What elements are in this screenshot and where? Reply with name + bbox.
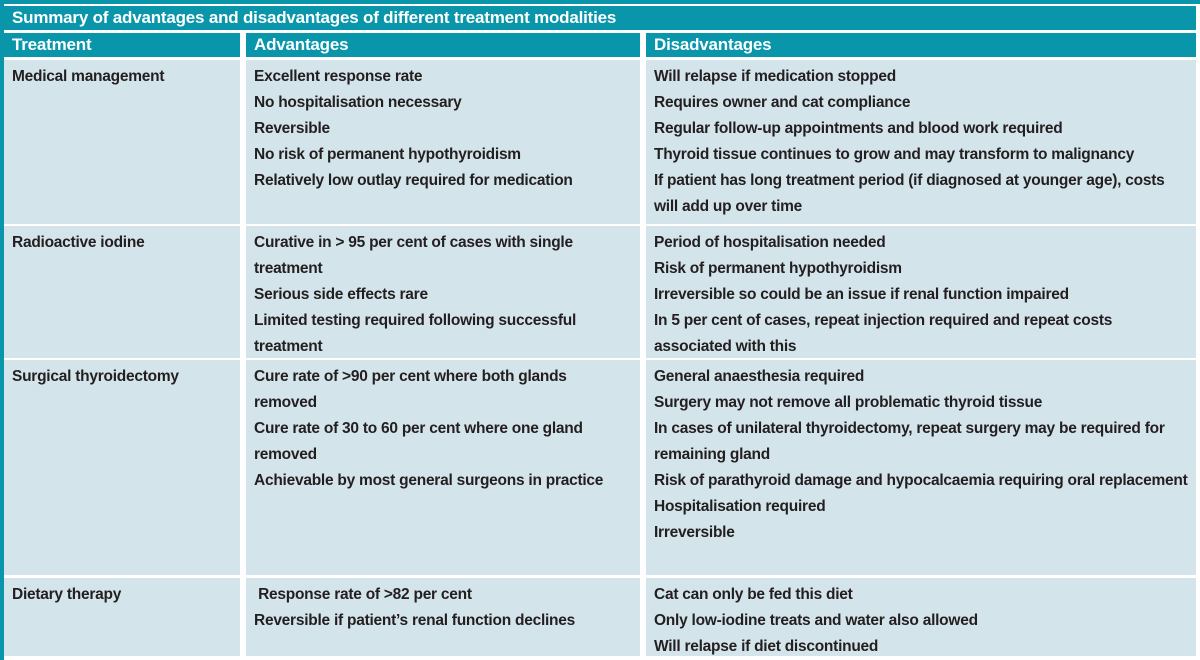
cell-line: Risk of parathyroid damage and hypocalca… [654,472,1188,489]
cell-line: Reversible if patient’s renal function d… [254,612,576,629]
cell-line: Hospitalisation required [654,498,826,515]
cell-line: No risk of permanent hypothyroidism [254,146,521,163]
header-row: Treatment Advantages Disadvantages [4,33,1196,57]
disadvantages-cell: General anaesthesia required Surgery may … [646,360,1196,575]
cell-line: Serious side effects rare [254,286,428,303]
table-title: Summary of advantages and disadvantages … [4,6,1196,30]
disadvantages-cell: Period of hospitalisation needed Risk of … [646,226,1196,358]
cell-line: In 5 per cent of cases, repeat injection… [654,312,1117,355]
treatment-cell: Radioactive iodine [4,226,240,358]
table-row-dietary-therapy: Dietary therapy Response rate of >82 per… [4,578,1196,656]
cell-line: Reversible [254,120,330,137]
advantages-cell: Curative in > 95 per cent of cases with … [246,226,640,358]
cell-line: Excellent response rate [254,68,423,85]
cell-line: Thyroid tissue continues to grow and may… [654,146,1135,163]
treatment-cell: Dietary therapy [4,578,240,656]
cell-line: Will relapse if diet discontinued [654,638,879,655]
advantages-cell: Response rate of >82 per cent Reversible … [246,578,640,656]
cell-line: Irreversible [654,524,735,541]
cell-line: Relatively low outlay required for medic… [254,172,573,189]
table-row-radioactive-iodine: Radioactive iodine Curative in > 95 per … [4,226,1196,358]
cell-line: Irreversible so could be an issue if ren… [654,286,1069,303]
cell-line: Cure rate of >90 per cent where both gla… [254,368,571,411]
cell-line: General anaesthesia required [654,368,865,385]
header-cell-advantages: Advantages [246,33,640,57]
cell-line: Achievable by most general surgeons in p… [254,472,604,489]
cell-line: Curative in > 95 per cent of cases with … [254,234,577,277]
cell-line: Requires owner and cat compliance [654,94,911,111]
cell-line: Risk of permanent hypothyroidism [654,260,902,277]
advantages-cell: Cure rate of >90 per cent where both gla… [246,360,640,575]
cell-line: Will relapse if medication stopped [654,68,896,85]
cell-line: No hospitalisation necessary [254,94,462,111]
disadvantages-cell: Will relapse if medication stopped Requir… [646,60,1196,224]
cell-line: If patient has long treatment period (if… [654,172,1169,215]
table-row-medical-management: Medical management Excellent response ra… [4,60,1196,224]
cell-line: Only low-iodine treats and water also al… [654,612,978,629]
treatment-cell: Surgical thyroidectomy [4,360,240,575]
cell-line: Surgery may not remove all problematic t… [654,394,1043,411]
advantages-cell: Excellent response rate No hospitalisatio… [246,60,640,224]
cell-line: Cat can only be fed this diet [654,586,853,603]
header-cell-treatment: Treatment [4,33,240,57]
cell-line: Limited testing required following succe… [254,312,581,355]
header-cell-disadvantages: Disadvantages [646,33,1196,57]
cell-line: In cases of unilateral thyroidectomy, re… [654,420,1169,463]
cell-line: Cure rate of 30 to 60 per cent where one… [254,420,587,463]
disadvantages-cell: Cat can only be fed this diet Only low-io… [646,578,1196,656]
cell-line: Period of hospitalisation needed [654,234,886,251]
table-row-surgical-thyroidectomy: Surgical thyroidectomy Cure rate of >90 … [4,360,1196,575]
treatment-cell: Medical management [4,60,240,224]
cell-line: Response rate of >82 per cent [254,586,472,603]
cell-line: Regular follow-up appointments and blood… [654,120,1063,137]
